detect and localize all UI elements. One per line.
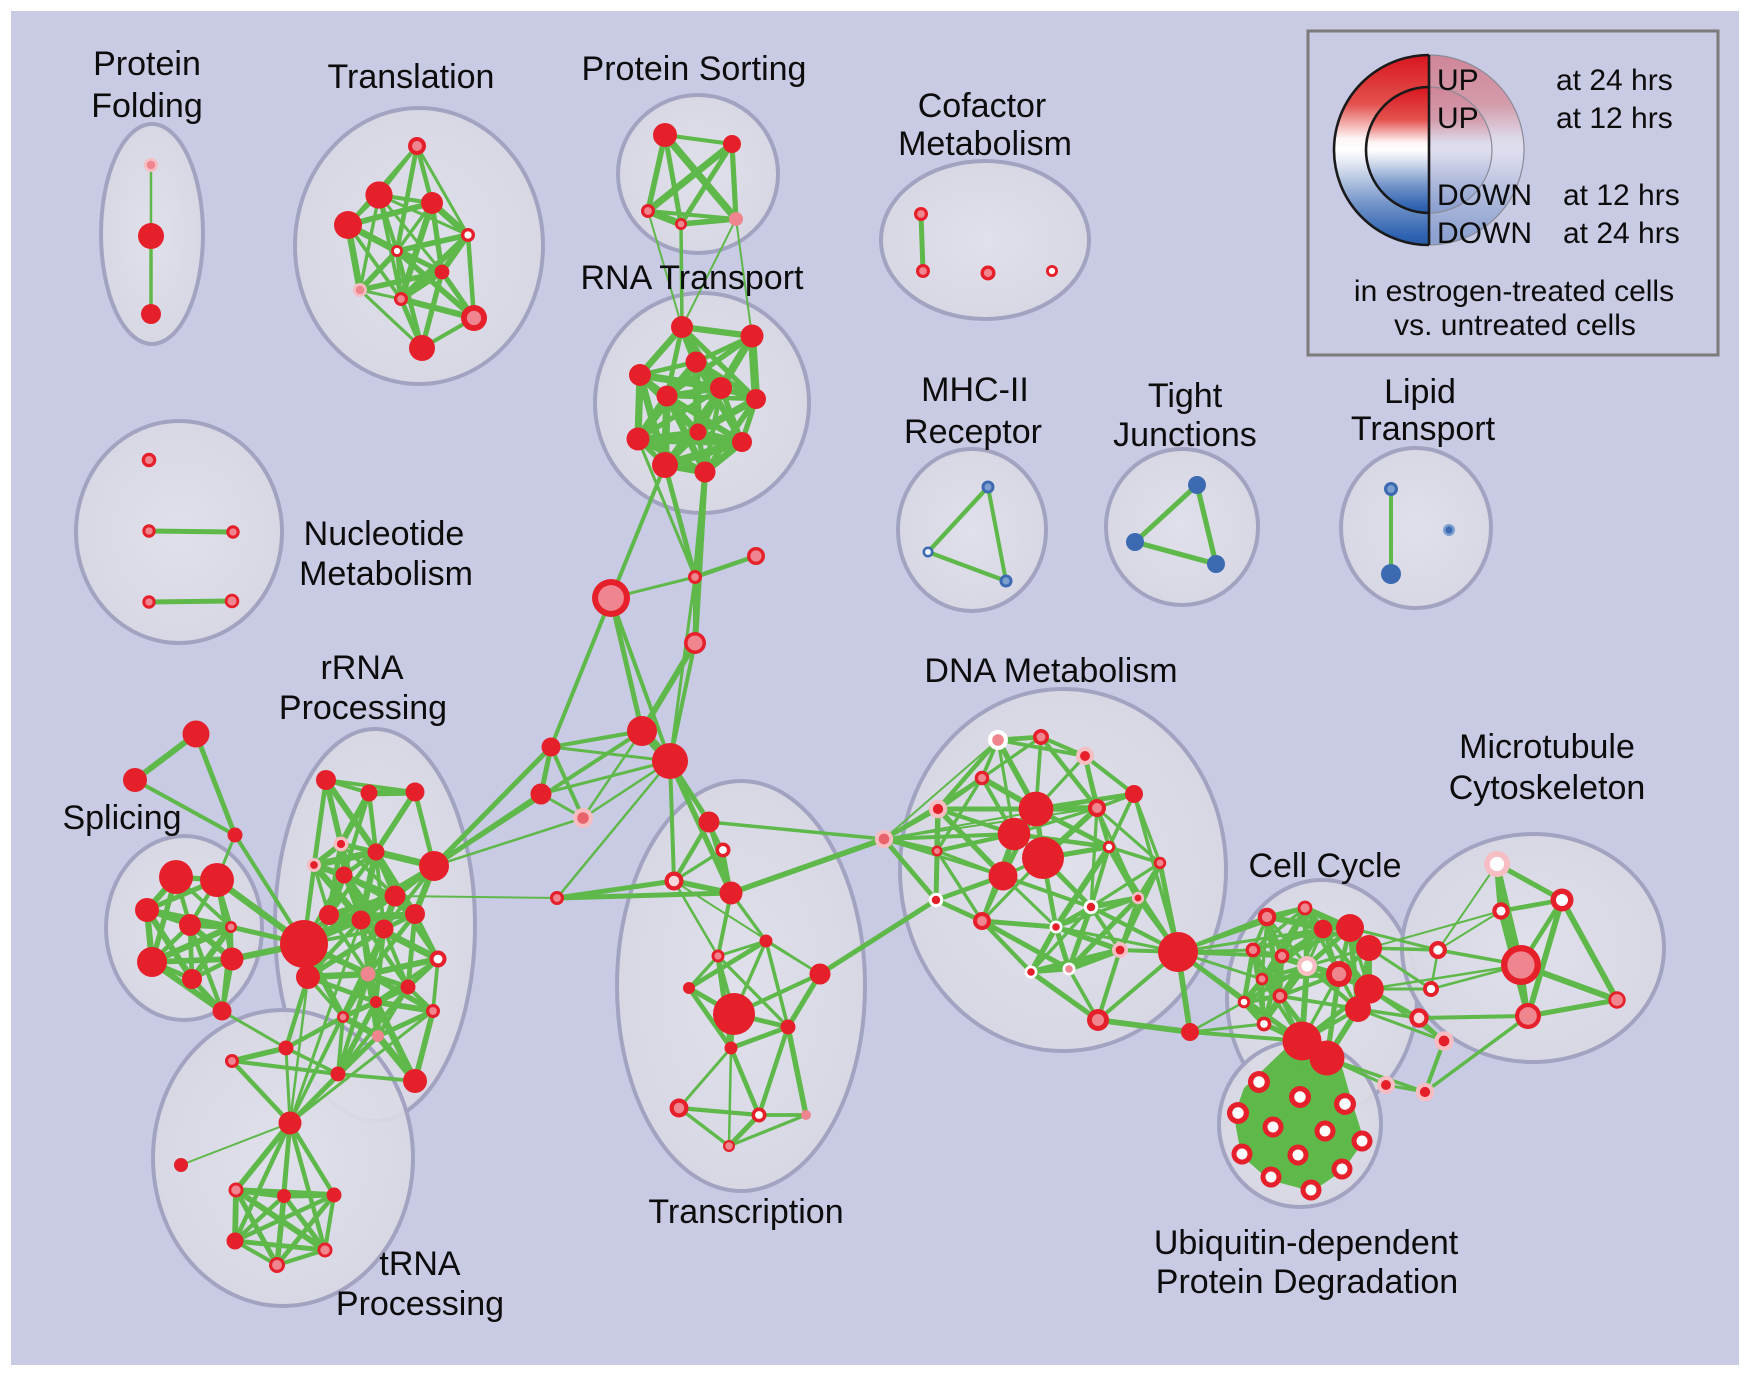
svg-text:Translation: Translation <box>328 58 495 96</box>
svg-text:tRNA: tRNA <box>379 1245 461 1283</box>
svg-text:in estrogen-treated cells: in estrogen-treated cells <box>1354 275 1674 308</box>
svg-text:Lipid: Lipid <box>1384 373 1456 411</box>
svg-text:DOWN: DOWN <box>1437 179 1532 212</box>
svg-text:Microtubule: Microtubule <box>1459 728 1635 766</box>
svg-text:UP: UP <box>1437 64 1479 97</box>
svg-text:Receptor: Receptor <box>904 413 1042 451</box>
svg-text:Metabolism: Metabolism <box>898 125 1072 163</box>
svg-text:Transcription: Transcription <box>648 1193 843 1231</box>
svg-text:Processing: Processing <box>279 689 447 727</box>
svg-text:Ubiquitin-dependent: Ubiquitin-dependent <box>1154 1224 1459 1262</box>
svg-text:Protein Degradation: Protein Degradation <box>1156 1263 1458 1301</box>
svg-text:Folding: Folding <box>91 87 203 125</box>
svg-text:at 12 hrs: at 12 hrs <box>1556 102 1673 135</box>
svg-text:Nucleotide: Nucleotide <box>304 515 465 553</box>
svg-text:RNA Transport: RNA Transport <box>581 259 805 297</box>
svg-text:Junctions: Junctions <box>1113 416 1257 454</box>
svg-text:Cytoskeleton: Cytoskeleton <box>1449 769 1646 807</box>
svg-text:UP: UP <box>1437 102 1479 135</box>
svg-text:Protein Sorting: Protein Sorting <box>582 50 807 88</box>
svg-text:vs. untreated cells: vs. untreated cells <box>1394 309 1636 342</box>
svg-text:Protein: Protein <box>93 45 201 83</box>
svg-text:DOWN: DOWN <box>1437 217 1532 250</box>
svg-text:MHC-II: MHC-II <box>921 371 1029 409</box>
svg-text:Processing: Processing <box>336 1285 504 1323</box>
svg-text:Tight: Tight <box>1148 377 1223 415</box>
svg-text:Transport: Transport <box>1351 410 1496 448</box>
svg-text:Cell Cycle: Cell Cycle <box>1248 847 1401 885</box>
svg-text:Splicing: Splicing <box>62 799 181 837</box>
svg-text:Metabolism: Metabolism <box>299 555 473 593</box>
svg-text:at 12 hrs: at 12 hrs <box>1563 179 1680 212</box>
svg-text:Cofactor: Cofactor <box>918 87 1047 125</box>
svg-text:rRNA: rRNA <box>320 649 403 687</box>
svg-text:at 24 hrs: at 24 hrs <box>1556 64 1673 97</box>
svg-text:at 24 hrs: at 24 hrs <box>1563 217 1680 250</box>
svg-text:DNA Metabolism: DNA Metabolism <box>924 652 1177 690</box>
